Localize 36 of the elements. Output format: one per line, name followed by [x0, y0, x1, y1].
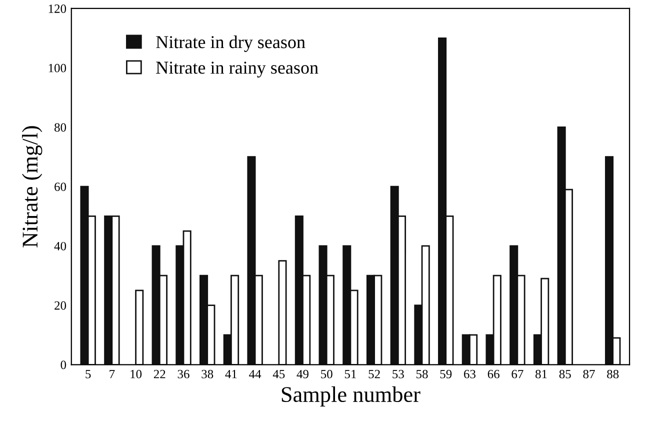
x-tick-label: 45 [272, 370, 285, 378]
y-tick-label: 20 [54, 301, 66, 310]
y-tick-label: 40 [54, 242, 66, 250]
legend-label: Nitrate in rainy season [156, 62, 318, 78]
x-tick-label: 51 [344, 370, 356, 378]
x-tick-label: 81 [536, 370, 547, 378]
x-tick-label: 41 [225, 370, 237, 378]
x-tick-label: 53 [392, 370, 404, 378]
x-tick-label: 59 [440, 370, 452, 378]
x-tick-label: 66 [488, 370, 500, 378]
x-tick-label: 63 [464, 370, 476, 378]
x-tick-label: 5 [86, 370, 91, 378]
y-tick-label: 0 [60, 360, 66, 370]
x-tick-label: 88 [607, 370, 619, 378]
y-tick-label: 60 [54, 182, 66, 192]
x-tick-label: 85 [559, 370, 571, 378]
y-tick-label: 80 [54, 123, 66, 132]
x-tick-label: 36 [178, 370, 190, 378]
x-tick-label: 22 [154, 370, 166, 378]
x-tick-label: 49 [296, 370, 308, 378]
bar [278, 260, 287, 365]
x-tick-label: 44 [249, 370, 262, 378]
x-tick-label: 10 [130, 370, 142, 378]
x-tick-label: 38 [202, 370, 214, 378]
y-tick-label: 120 [48, 4, 66, 13]
y-tick-label: 100 [48, 64, 66, 72]
bar [135, 290, 144, 365]
x-tick-label: 67 [512, 370, 524, 378]
x-tick-label: 7 [110, 370, 115, 378]
x-tick-label: 87 [583, 370, 595, 378]
x-axis-title: Sample number [282, 386, 420, 407]
y-axis-title: Nitrate (mg/l) [22, 126, 42, 248]
x-tick-label: 50 [321, 370, 332, 378]
legend-label: Nitrate in dry season [156, 36, 306, 52]
x-tick-label: 58 [416, 370, 428, 378]
x-tick-label: 52 [368, 370, 380, 378]
